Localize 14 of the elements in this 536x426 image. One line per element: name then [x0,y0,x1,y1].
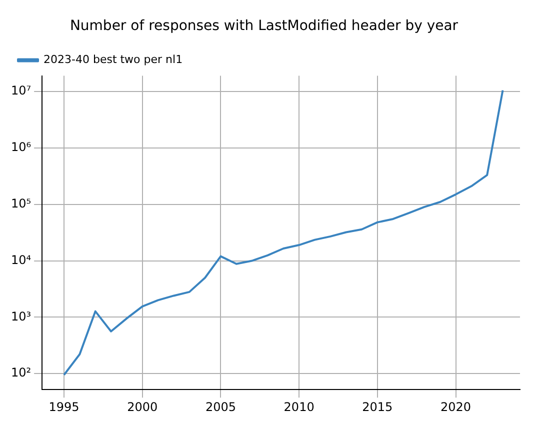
y-tick-label: 10⁷ [10,84,32,98]
chart-title: Number of responses with LastModified header by year [70,18,458,34]
x-tick-label: 2010 [284,400,314,414]
y-tick-label: 10⁶ [10,140,32,154]
x-tick-label: 2000 [127,400,158,414]
x-tick-label: 2020 [440,400,472,414]
x-tick-label: 2015 [362,400,393,414]
y-tick-label: 10³ [10,309,32,324]
x-tick-label: 1995 [48,400,80,414]
y-tick-label: 10⁴ [10,252,32,267]
legend-label: 2023-40 best two per nl1 [44,53,183,66]
x-tick-label: 2005 [205,400,236,414]
y-tick-label: 10² [10,366,32,380]
y-tick-label: 10⁵ [10,196,32,210]
